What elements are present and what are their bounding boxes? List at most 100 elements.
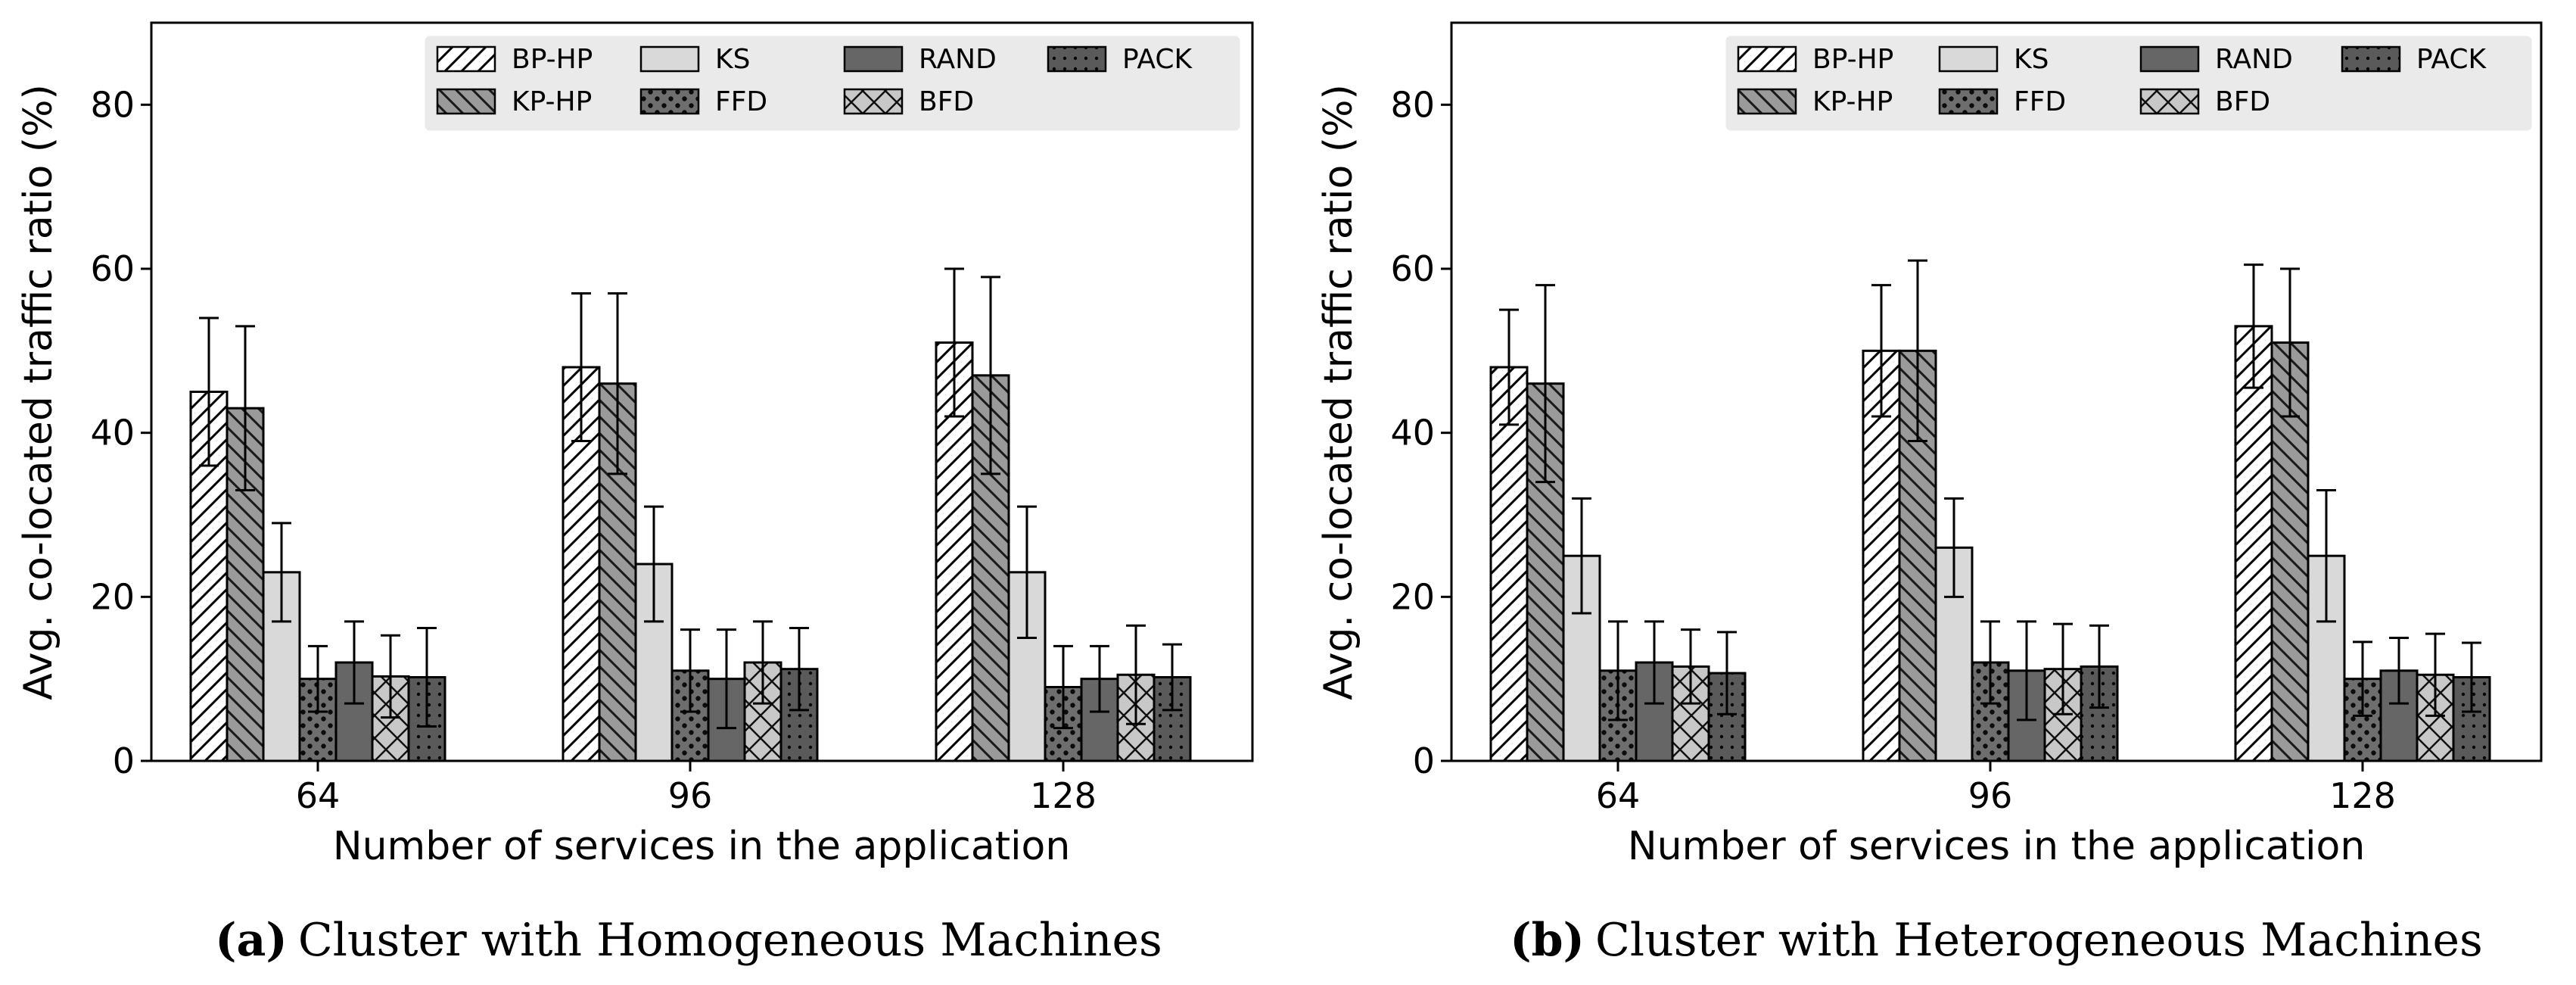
error-bar-bp-hp-96: [1871, 284, 1891, 418]
chart-panel-a: 0 20 40 60 80 64 96 128 Avg. co-located traffi…: [16, 21, 1254, 967]
error-bar-kp-hp-128: [2280, 267, 2300, 418]
x-axis-label: Number of services in the application: [1628, 824, 2366, 869]
legend-label: PACK: [1122, 44, 1193, 75]
legend-item-kp-hp: KP-HP: [436, 86, 592, 117]
plot-area-frame: [150, 21, 1254, 762]
error-bar-kp-hp-64: [235, 325, 255, 491]
caption-label: (a): [215, 914, 288, 967]
caption-a: (a) Cluster with Homogeneous Machines: [215, 914, 1162, 967]
bar-bp-hp-64: [1489, 366, 1529, 762]
bar-bp-hp-128: [2234, 325, 2273, 762]
legend-item-ks: KS: [1938, 44, 2049, 75]
legend-swatch: [2341, 45, 2401, 73]
y-tick-label: 80: [90, 84, 135, 125]
legend-label: KP-HP: [1812, 86, 1893, 117]
caption-b: (b) Cluster with Heterogeneous Machines: [1510, 914, 2483, 967]
error-bar-bfd-64: [381, 634, 400, 719]
error-bar-rand-64: [1644, 620, 1664, 705]
legend-box: [425, 36, 1240, 131]
legend-item-bp-hp: BP-HP: [1737, 44, 1893, 75]
legend-item-rand: RAND: [843, 44, 997, 75]
error-bar-bp-hp-64: [199, 316, 219, 467]
legend-label: BFD: [919, 86, 974, 117]
legend-swatch: [2139, 88, 2200, 115]
legend-label: FFD: [2014, 86, 2066, 117]
error-bar-ffd-128: [1053, 644, 1073, 730]
legend-swatch: [1938, 88, 1999, 115]
y-tick-label: 60: [90, 248, 135, 289]
legend-swatch: [1737, 45, 1797, 73]
y-tick-label: 80: [1390, 84, 1435, 125]
bars: [189, 267, 1192, 762]
legend-label: RAND: [919, 44, 997, 75]
legend-swatch: [1737, 88, 1797, 115]
legend-item-rand: RAND: [2139, 44, 2293, 75]
error-bar-ffd-96: [1980, 620, 2000, 705]
error-bar-bp-hp-128: [2244, 263, 2263, 389]
x-axis: 64 96 128: [296, 761, 1097, 816]
caption-label: (b): [1510, 914, 1585, 967]
legend-swatch: [1938, 45, 1999, 73]
y-axis: 0 20 40 60 80: [90, 84, 151, 781]
legend-item-pack: PACK: [2341, 44, 2487, 75]
plot-area-frame: [1450, 21, 2543, 762]
x-axis-label: Number of services in the application: [333, 824, 1071, 869]
caption-text: Cluster with Homogeneous Machines: [298, 914, 1162, 967]
error-bar-ks-96: [644, 505, 664, 623]
error-bar-ffd-128: [2353, 641, 2372, 717]
x-tick-label: 96: [1968, 775, 2013, 816]
x-axis: 64 96 128: [1596, 761, 2396, 816]
error-bar-ffd-64: [1608, 620, 1628, 722]
error-bar-bp-hp-64: [1499, 308, 1519, 426]
legend-item-bfd: BFD: [2139, 86, 2270, 117]
legend-item-pack: PACK: [1047, 44, 1193, 75]
legend-label: FFD: [715, 86, 767, 117]
error-bar-pack-96: [2089, 624, 2109, 709]
error-bar-ks-64: [1572, 497, 1591, 615]
x-tick-label: 128: [1030, 775, 1097, 816]
legend-item-ffd: FFD: [639, 86, 767, 117]
error-bar-bfd-128: [1126, 624, 1146, 725]
legend-label: PACK: [2416, 44, 2487, 75]
error-bar-bfd-96: [753, 620, 773, 705]
y-axis: 0 20 40 60 80: [1390, 84, 1451, 781]
error-bar-kp-hp-64: [1535, 284, 1555, 484]
legend-item-ks: KS: [639, 44, 750, 75]
x-tick-label: 64: [296, 775, 341, 816]
error-bar-kp-hp-96: [608, 292, 627, 475]
legend-swatch: [843, 88, 904, 115]
error-bar-rand-96: [717, 628, 736, 730]
legend-swatch: [639, 45, 700, 73]
x-tick-label: 128: [2329, 775, 2396, 816]
bar-rand-128: [2379, 669, 2419, 762]
error-bar-kp-hp-128: [981, 276, 1000, 475]
legend-swatch: [2139, 45, 2200, 73]
error-bar-ks-96: [1944, 497, 1964, 598]
y-tick-label: 60: [1390, 248, 1435, 289]
error-bar-ffd-64: [308, 644, 328, 713]
legend-box: [1725, 36, 2532, 131]
y-tick-label: 20: [90, 576, 135, 617]
error-bar-rand-128: [2389, 637, 2409, 705]
error-bar-ks-128: [2316, 489, 2336, 623]
legend-swatch: [436, 88, 496, 115]
y-axis-label: Avg. co-located traffic ratio (%): [1316, 84, 1361, 700]
legend-swatch: [1047, 45, 1107, 73]
legend-label: KP-HP: [512, 86, 592, 117]
y-tick-label: 40: [1390, 413, 1435, 454]
y-tick-label: 20: [1390, 576, 1435, 617]
bars: [1489, 259, 2491, 762]
legend-swatch: [639, 88, 700, 115]
error-bar-ffd-96: [680, 628, 700, 713]
legend-swatch: [843, 45, 904, 73]
y-tick-label: 40: [90, 413, 135, 454]
error-bar-pack-64: [417, 627, 437, 728]
y-tick-label: 0: [1413, 740, 1435, 781]
error-bar-rand-128: [1090, 644, 1109, 713]
error-bar-rand-64: [344, 620, 364, 705]
error-bar-bfd-128: [2425, 632, 2445, 717]
error-bar-bp-hp-96: [571, 292, 591, 442]
legend-label: BP-HP: [1812, 44, 1893, 75]
legend-label: KS: [715, 44, 750, 75]
